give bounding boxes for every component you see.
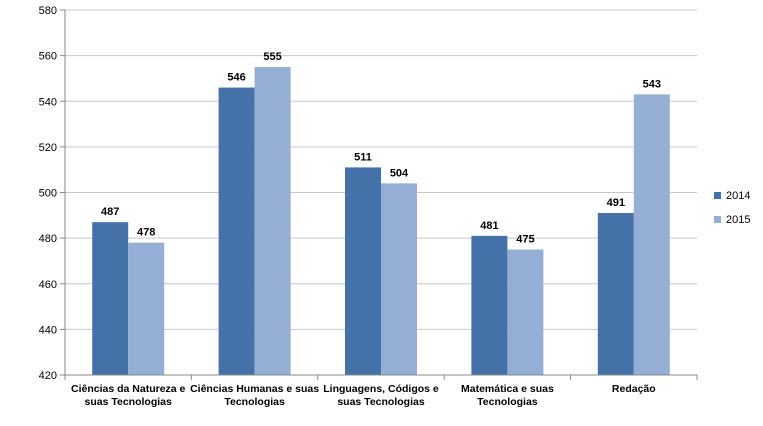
x-category-label: Linguagens, Códigos e: [323, 383, 439, 395]
y-tick-label: 500: [39, 188, 57, 200]
x-category-label: Redação: [612, 383, 656, 395]
bar-2014: [92, 222, 129, 375]
x-category-label: Ciências da Natureza e: [71, 383, 186, 395]
data-label: 487: [101, 206, 119, 218]
legend-swatch-2014: [714, 192, 721, 199]
data-label: 475: [516, 234, 534, 246]
data-label: 555: [263, 51, 281, 63]
data-labels: 487 478 546 555 511 504 481 475 491 543: [101, 51, 661, 246]
data-label: 546: [227, 72, 245, 84]
y-tick-label: 580: [39, 5, 57, 17]
legend-swatch-2015: [714, 216, 721, 223]
y-tick-label: 440: [39, 324, 57, 336]
x-category-label: Matemática e suas: [461, 383, 554, 395]
bar-2015: [128, 242, 165, 375]
y-tick-label: 540: [39, 96, 57, 108]
bar-2015: [381, 183, 417, 375]
x-category-label: Tecnologias: [224, 396, 285, 408]
x-category-label: suas Tecnologias: [85, 396, 172, 408]
legend: 2014 2015: [714, 190, 750, 226]
bar-2015: [633, 94, 670, 375]
bars: [92, 67, 670, 375]
bar-2015: [507, 249, 544, 375]
bar-2014: [345, 167, 381, 375]
y-tick-label: 520: [39, 142, 57, 154]
data-label: 504: [390, 167, 409, 179]
data-label: 543: [643, 78, 661, 90]
legend-label-2014: 2014: [726, 190, 750, 202]
bar-2014: [471, 235, 508, 375]
data-label: 481: [480, 220, 498, 232]
y-tick-label: 560: [39, 51, 57, 63]
y-tick-label: 480: [39, 233, 57, 245]
x-category-label: suas Tecnologias: [337, 396, 424, 408]
y-axis: 420 440 460 480 500 520 540 560 580: [39, 5, 66, 382]
y-tick-label: 460: [39, 279, 57, 291]
data-label: 491: [607, 197, 625, 209]
y-tick-label: 420: [39, 370, 57, 382]
x-category-label: Tecnologias: [477, 396, 538, 408]
bar-2014: [597, 213, 634, 375]
data-label: 478: [137, 227, 155, 239]
x-category-label: Ciências Humanas e suas: [190, 383, 319, 395]
legend-label-2015: 2015: [726, 214, 750, 226]
bar-2015: [254, 67, 291, 375]
bar-2014: [218, 87, 255, 375]
data-label: 511: [354, 151, 372, 163]
